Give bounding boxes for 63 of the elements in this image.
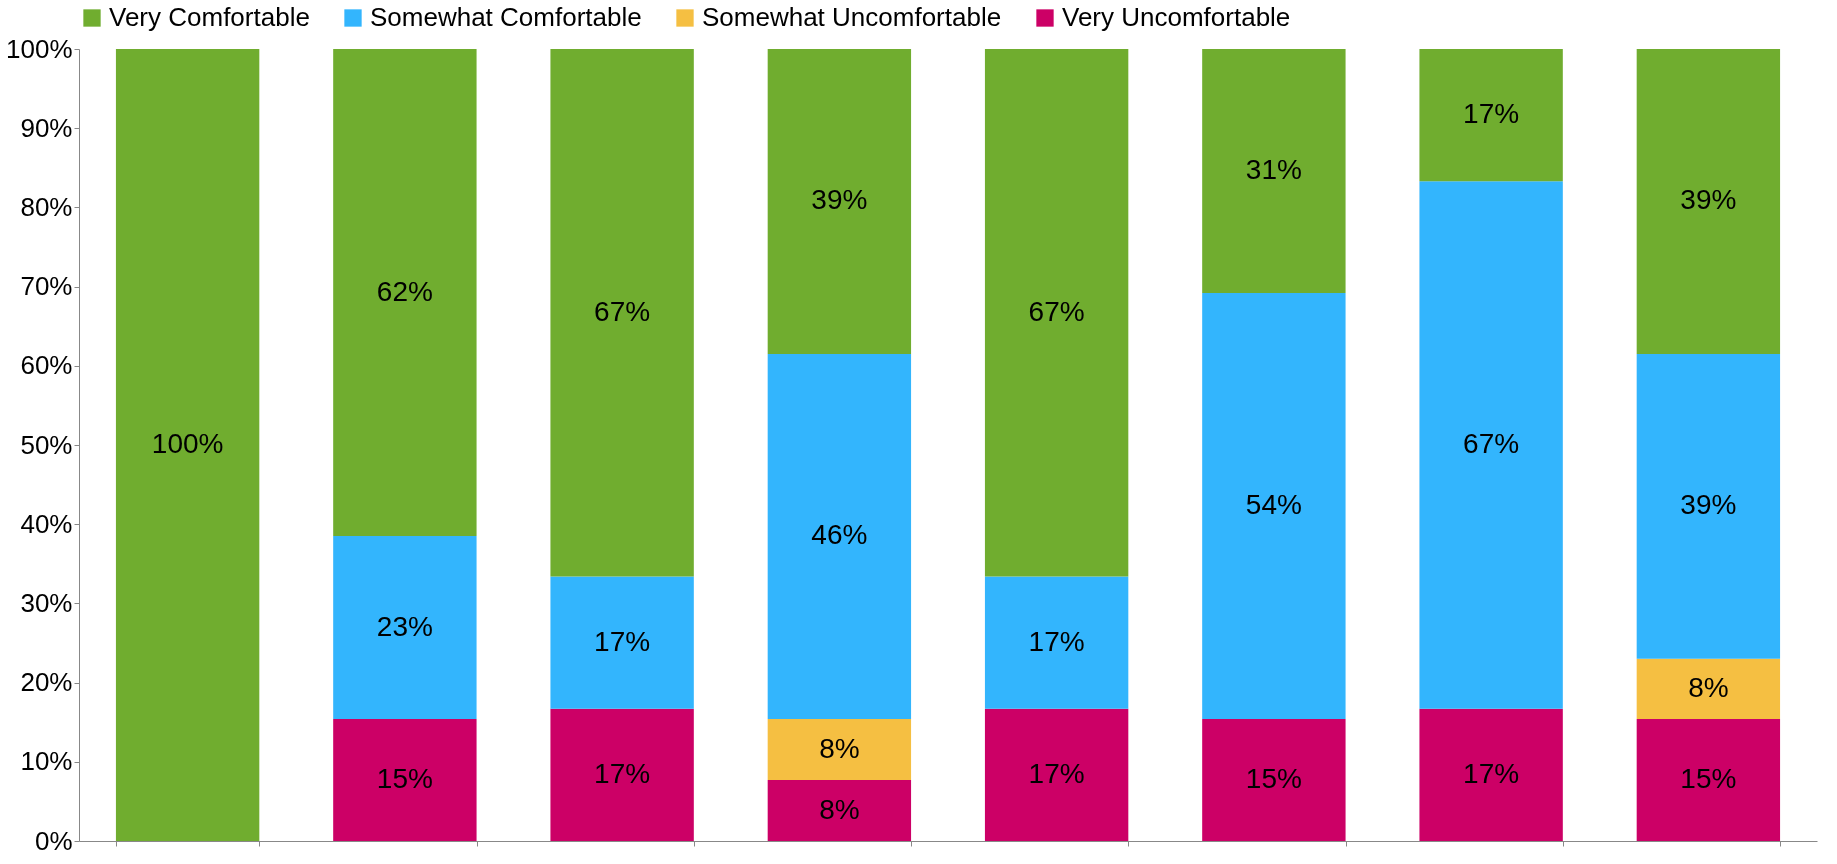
data-label: 8% bbox=[1688, 671, 1729, 703]
legend-label: Very Comfortable bbox=[109, 2, 310, 32]
data-label: 62% bbox=[376, 275, 433, 307]
data-label: 39% bbox=[811, 184, 868, 216]
data-label: 8% bbox=[819, 732, 860, 764]
data-label: 39% bbox=[1680, 489, 1737, 521]
bar bbox=[984, 708, 1129, 841]
data-label: 67% bbox=[594, 295, 651, 327]
y-tick-label: 70% bbox=[20, 271, 73, 302]
data-label: 17% bbox=[594, 625, 651, 657]
data-label: 23% bbox=[376, 610, 433, 642]
data-label: 15% bbox=[1245, 763, 1302, 795]
y-tick-label: 100% bbox=[6, 33, 73, 64]
data-label: 8% bbox=[819, 793, 860, 825]
bar bbox=[984, 49, 1129, 577]
data-label: 17% bbox=[1463, 757, 1520, 789]
bar bbox=[1419, 708, 1563, 841]
bar bbox=[333, 536, 477, 720]
y-tick-label: 90% bbox=[20, 112, 73, 143]
data-label: 67% bbox=[1028, 295, 1085, 327]
data-label: 17% bbox=[1028, 625, 1085, 657]
legend-label: Very Uncomfortable bbox=[1062, 2, 1291, 32]
bar bbox=[984, 576, 1129, 709]
data-label: 31% bbox=[1245, 153, 1302, 185]
legend-label: Somewhat Uncomfortable bbox=[702, 2, 1002, 32]
y-tick-label: 50% bbox=[20, 429, 73, 460]
legend-label: Somewhat Comfortable bbox=[370, 2, 642, 32]
bar bbox=[333, 49, 477, 537]
y-tick-label: 60% bbox=[20, 350, 73, 381]
bar bbox=[767, 780, 912, 841]
data-label: 67% bbox=[1463, 428, 1520, 459]
y-tick-label: 10% bbox=[20, 746, 73, 777]
bar bbox=[1419, 49, 1563, 182]
bar bbox=[767, 353, 912, 720]
bar bbox=[115, 49, 260, 841]
data-label: 54% bbox=[1245, 488, 1302, 520]
bar bbox=[1202, 49, 1346, 293]
y-tick-label: 20% bbox=[20, 667, 73, 698]
bar bbox=[550, 49, 694, 577]
data-label: 39% bbox=[1680, 184, 1737, 216]
bar bbox=[1636, 49, 1781, 354]
y-tick-label: 40% bbox=[20, 508, 73, 539]
data-label: 15% bbox=[1680, 763, 1737, 795]
data-label: 100% bbox=[151, 428, 224, 459]
data-label: 17% bbox=[594, 757, 651, 789]
data-label: 46% bbox=[811, 519, 868, 551]
bar bbox=[1202, 719, 1346, 841]
y-tick-label: 30% bbox=[20, 587, 73, 618]
bar bbox=[1636, 353, 1781, 659]
data-label: 17% bbox=[1028, 757, 1085, 789]
bar bbox=[550, 708, 694, 841]
bar bbox=[767, 719, 912, 781]
bar bbox=[767, 49, 912, 354]
bar bbox=[1419, 181, 1563, 709]
bar bbox=[1636, 719, 1781, 841]
bar bbox=[333, 719, 477, 841]
y-tick-label: 80% bbox=[20, 191, 73, 222]
data-label: 15% bbox=[376, 763, 433, 795]
bar bbox=[1636, 658, 1781, 720]
bar bbox=[1202, 292, 1346, 720]
y-tick-label: 0% bbox=[34, 825, 73, 856]
bar bbox=[550, 576, 694, 709]
data-label: 17% bbox=[1463, 98, 1520, 130]
